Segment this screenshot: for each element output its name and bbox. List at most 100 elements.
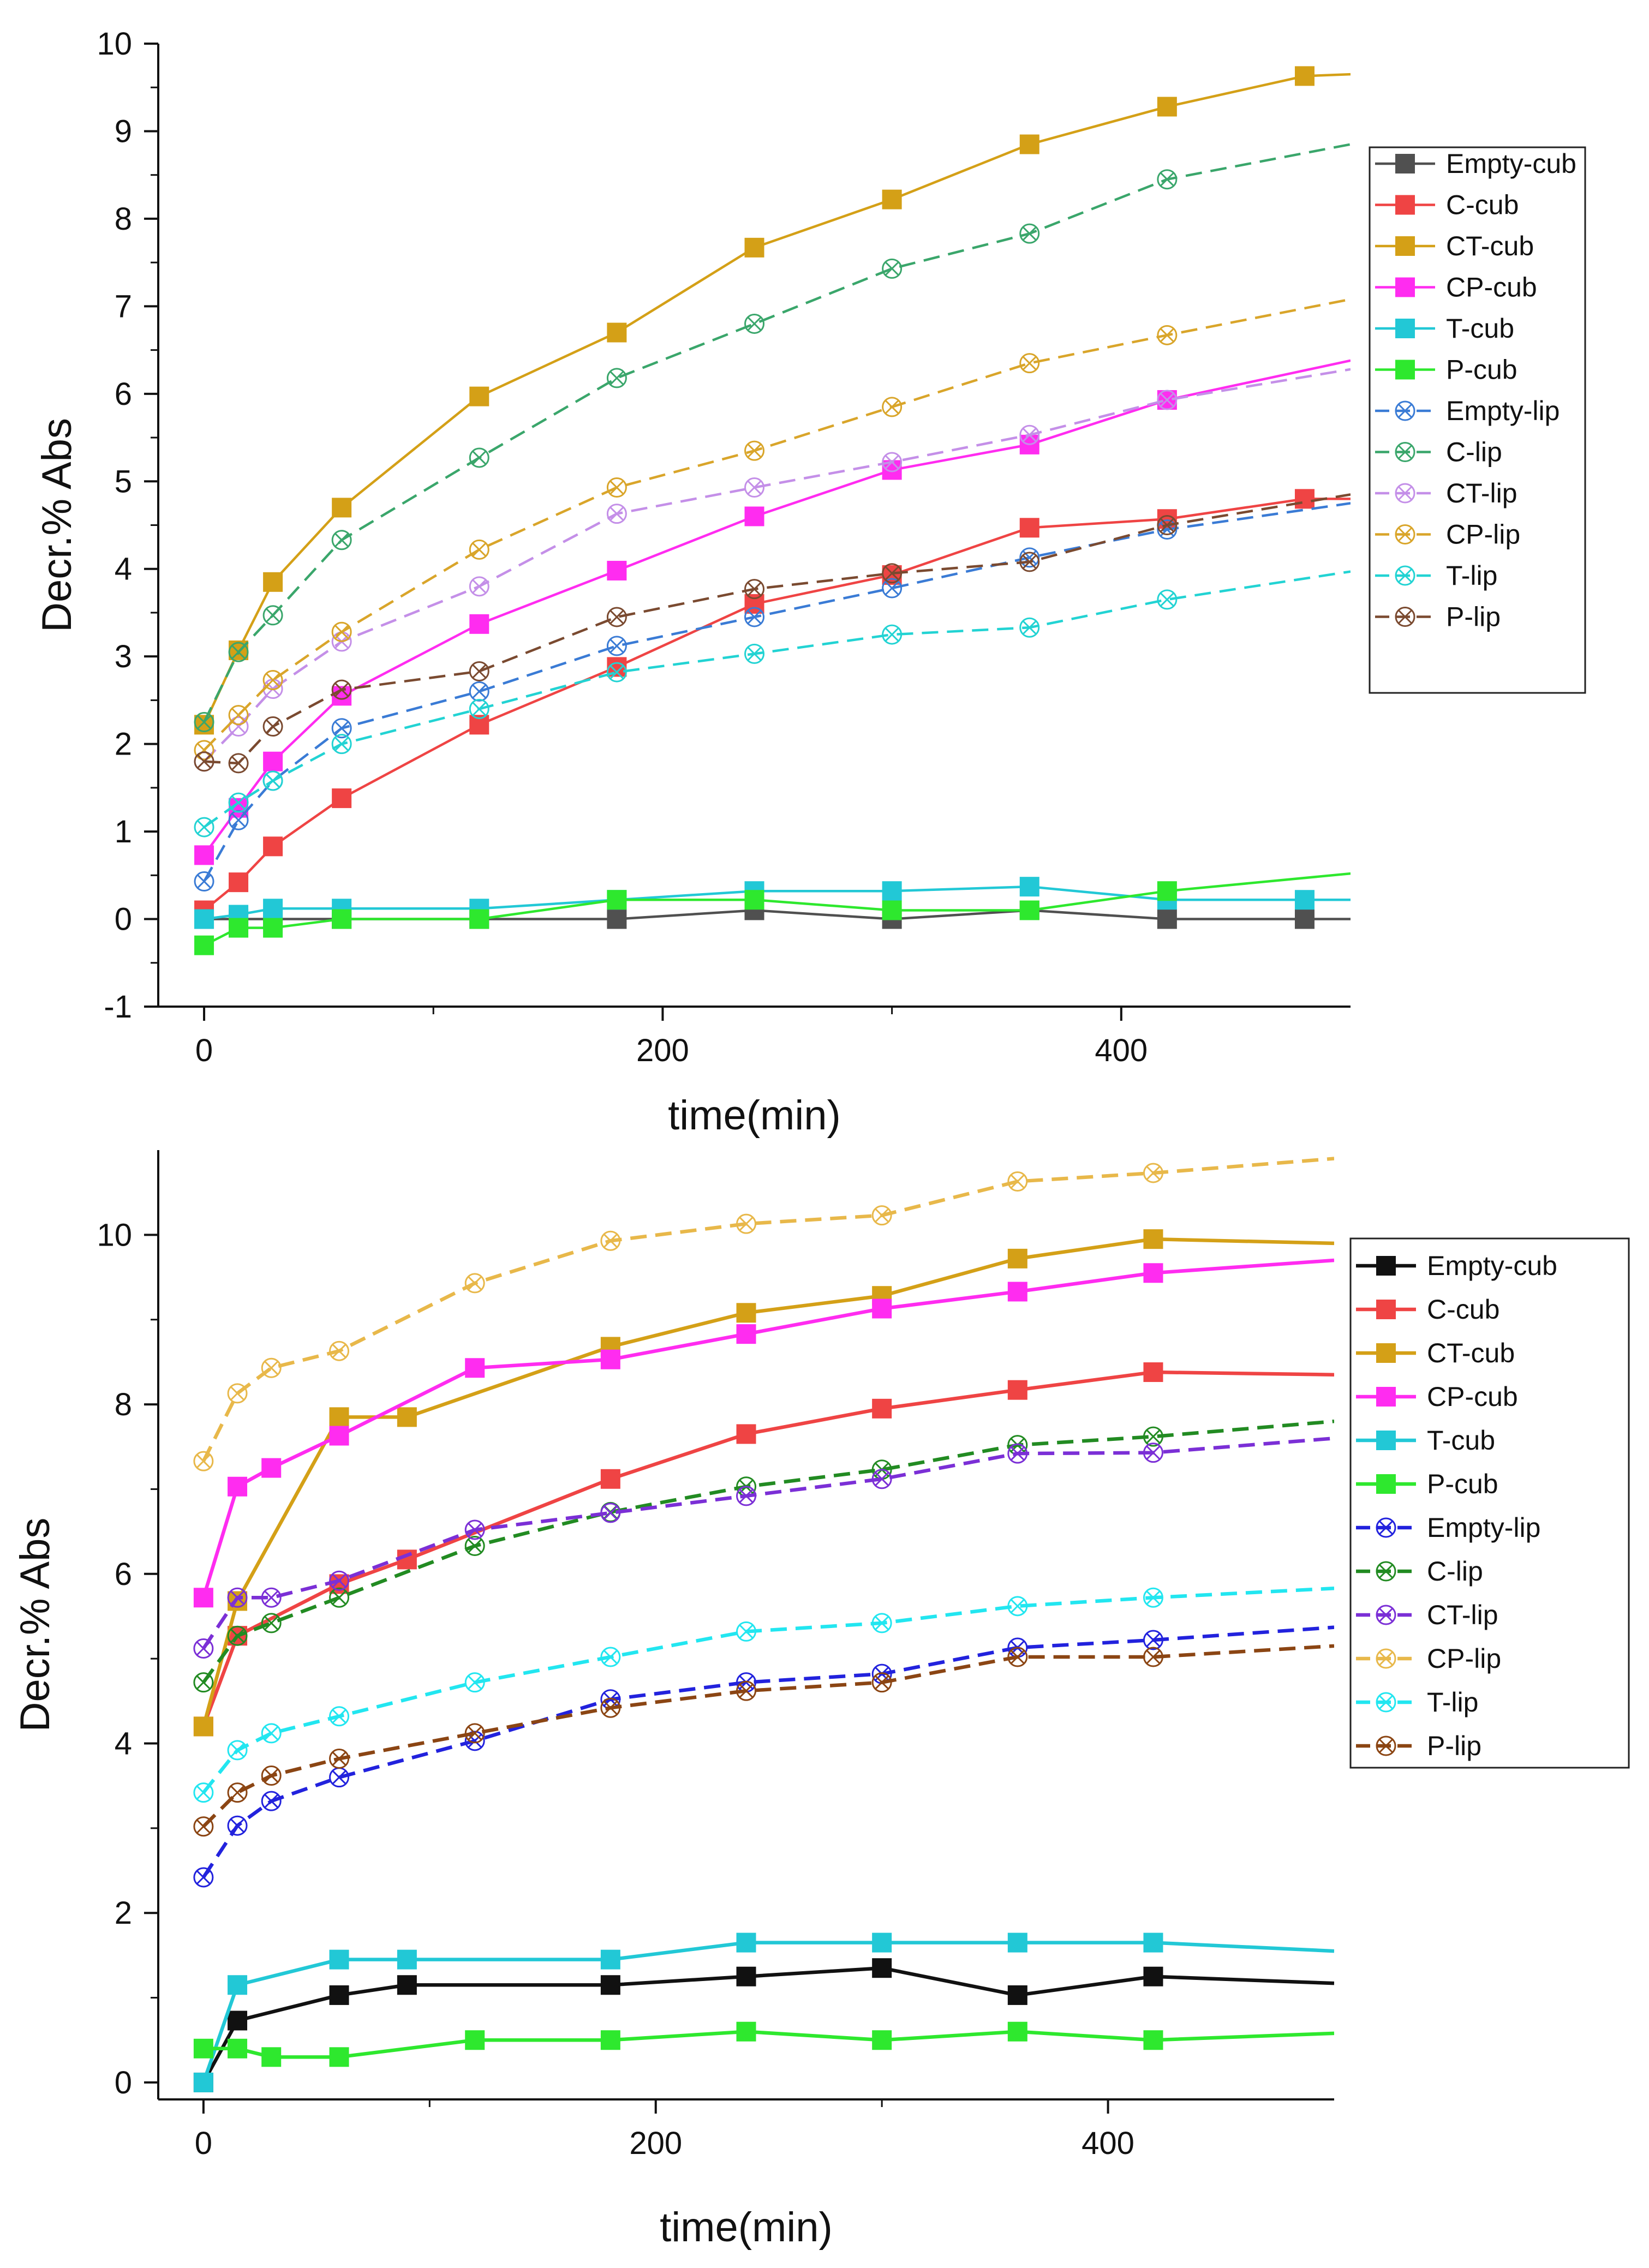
- series-cp-lip-point: [464, 1273, 485, 1294]
- legend-item-empty-lip: Empty-lip: [1375, 396, 1560, 426]
- marker-circle: [606, 662, 627, 683]
- marker-circle: [1007, 1647, 1028, 1667]
- marker-circle: [194, 740, 214, 761]
- marker-circle: [1157, 169, 1178, 190]
- series-empty-lip: [194, 502, 1351, 892]
- series-cp-cub-point: [607, 560, 627, 581]
- marker-circle: [227, 1625, 248, 1646]
- series-cp-cub-point: [194, 845, 214, 865]
- series-ct-cub-point: [1143, 1229, 1163, 1249]
- series-empty-lip-point: [331, 718, 352, 739]
- marker-cross: [332, 1573, 346, 1588]
- marker-circle: [262, 605, 283, 626]
- y-tick-label: 9: [115, 113, 132, 149]
- marker-cross: [472, 542, 487, 557]
- series-t-cub-point: [228, 1975, 248, 1995]
- series-p-lip-point: [1007, 1647, 1028, 1667]
- series-empty-cub-line: [204, 909, 1351, 920]
- marker-circle: [600, 1647, 621, 1667]
- legend-marker: [1395, 154, 1415, 173]
- series-t-lip-point: [744, 643, 764, 664]
- legend-label: C-lip: [1446, 437, 1502, 468]
- marker-circle: [744, 477, 764, 498]
- marker-cross: [230, 1818, 245, 1833]
- marker-cross: [1146, 1429, 1161, 1444]
- marker-circle: [228, 753, 249, 774]
- marker-circle: [882, 624, 903, 645]
- marker-circle: [331, 530, 352, 550]
- series-p-lip-line: [204, 493, 1351, 765]
- marker-circle: [193, 1638, 214, 1659]
- series-c-lip-point: [228, 642, 249, 662]
- series-cp-lip-point: [469, 539, 489, 560]
- series-c-cub: [194, 489, 1351, 920]
- series-empty-cub-line: [202, 1966, 1334, 2084]
- series-empty-cub-point: [329, 1985, 349, 2005]
- marker-circle: [736, 1621, 756, 1642]
- series-ct-cub-point: [193, 1716, 213, 1737]
- legend-label: C-cub: [1446, 190, 1519, 220]
- series-cp-lip-point: [228, 705, 249, 726]
- marker-circle: [600, 1503, 621, 1523]
- series-t-lip-point: [228, 792, 249, 813]
- marker-circle: [1019, 617, 1040, 638]
- marker-cross: [1397, 445, 1413, 459]
- legend-item-p-cub: P-cub: [1375, 355, 1517, 385]
- marker-circle: [228, 792, 249, 813]
- series-cp-lip-point: [1143, 1163, 1163, 1183]
- marker-cross: [230, 1386, 245, 1401]
- marker-cross: [472, 579, 487, 594]
- marker-cross: [739, 1488, 754, 1503]
- marker-cross: [1397, 568, 1413, 583]
- marker-cross: [264, 1361, 279, 1375]
- y-tick-label: 1: [115, 814, 132, 849]
- legend-marker: [1376, 1648, 1396, 1669]
- marker-circle: [261, 1766, 282, 1786]
- marker-circle: [228, 642, 249, 662]
- legend-marker: [1376, 1736, 1396, 1756]
- marker-circle: [736, 1213, 756, 1234]
- series-cp-cub: [193, 1258, 1334, 1608]
- marker-cross: [610, 665, 624, 680]
- marker-circle: [606, 368, 627, 388]
- marker-cross: [610, 506, 624, 521]
- marker-cross: [747, 609, 762, 625]
- marker-circle: [228, 716, 249, 737]
- marker-circle: [1157, 589, 1178, 610]
- series-c-cub-point: [1294, 489, 1315, 509]
- y-tick-label: 2: [115, 1895, 132, 1931]
- marker-circle: [193, 1782, 214, 1803]
- marker-circle: [227, 1782, 248, 1803]
- legend-marker: [1395, 483, 1415, 504]
- series-cp-lip-point: [1157, 325, 1178, 345]
- marker-cross: [603, 1649, 618, 1665]
- series-c-cub-point: [872, 1398, 892, 1419]
- series-c-lip-point: [262, 605, 283, 626]
- series-ct-cub-point: [263, 572, 283, 592]
- y-axis-title: Decr.% Abs: [34, 418, 80, 632]
- marker-cross: [196, 1675, 211, 1690]
- series-ct-cub-line: [202, 73, 1351, 726]
- marker-cross: [196, 715, 212, 729]
- series-t-lip-point: [736, 1621, 756, 1642]
- series-t-cub-point: [600, 1949, 620, 1970]
- legend-label: P-cub: [1446, 355, 1517, 385]
- series-c-lip-point: [194, 712, 214, 733]
- series-ct-cub-point: [332, 498, 352, 518]
- marker-circle: [261, 1587, 282, 1608]
- series-c-lip-point: [744, 313, 764, 334]
- marker-cross: [1010, 1599, 1025, 1613]
- marker-cross: [231, 719, 246, 734]
- series-p-cub: [194, 872, 1351, 955]
- marker-circle: [736, 1680, 756, 1701]
- marker-cross: [1397, 403, 1413, 418]
- series-t-lip-point: [600, 1647, 621, 1667]
- marker-circle: [329, 1570, 350, 1591]
- series-p-lip-point: [871, 1672, 892, 1693]
- marker-cross: [739, 1217, 754, 1231]
- marker-circle: [882, 452, 903, 472]
- series-c-lip: [194, 143, 1351, 733]
- series-ct-lip-point: [1007, 1443, 1028, 1464]
- series-p-lip-point: [736, 1680, 756, 1701]
- y-tick-label: 7: [115, 289, 132, 324]
